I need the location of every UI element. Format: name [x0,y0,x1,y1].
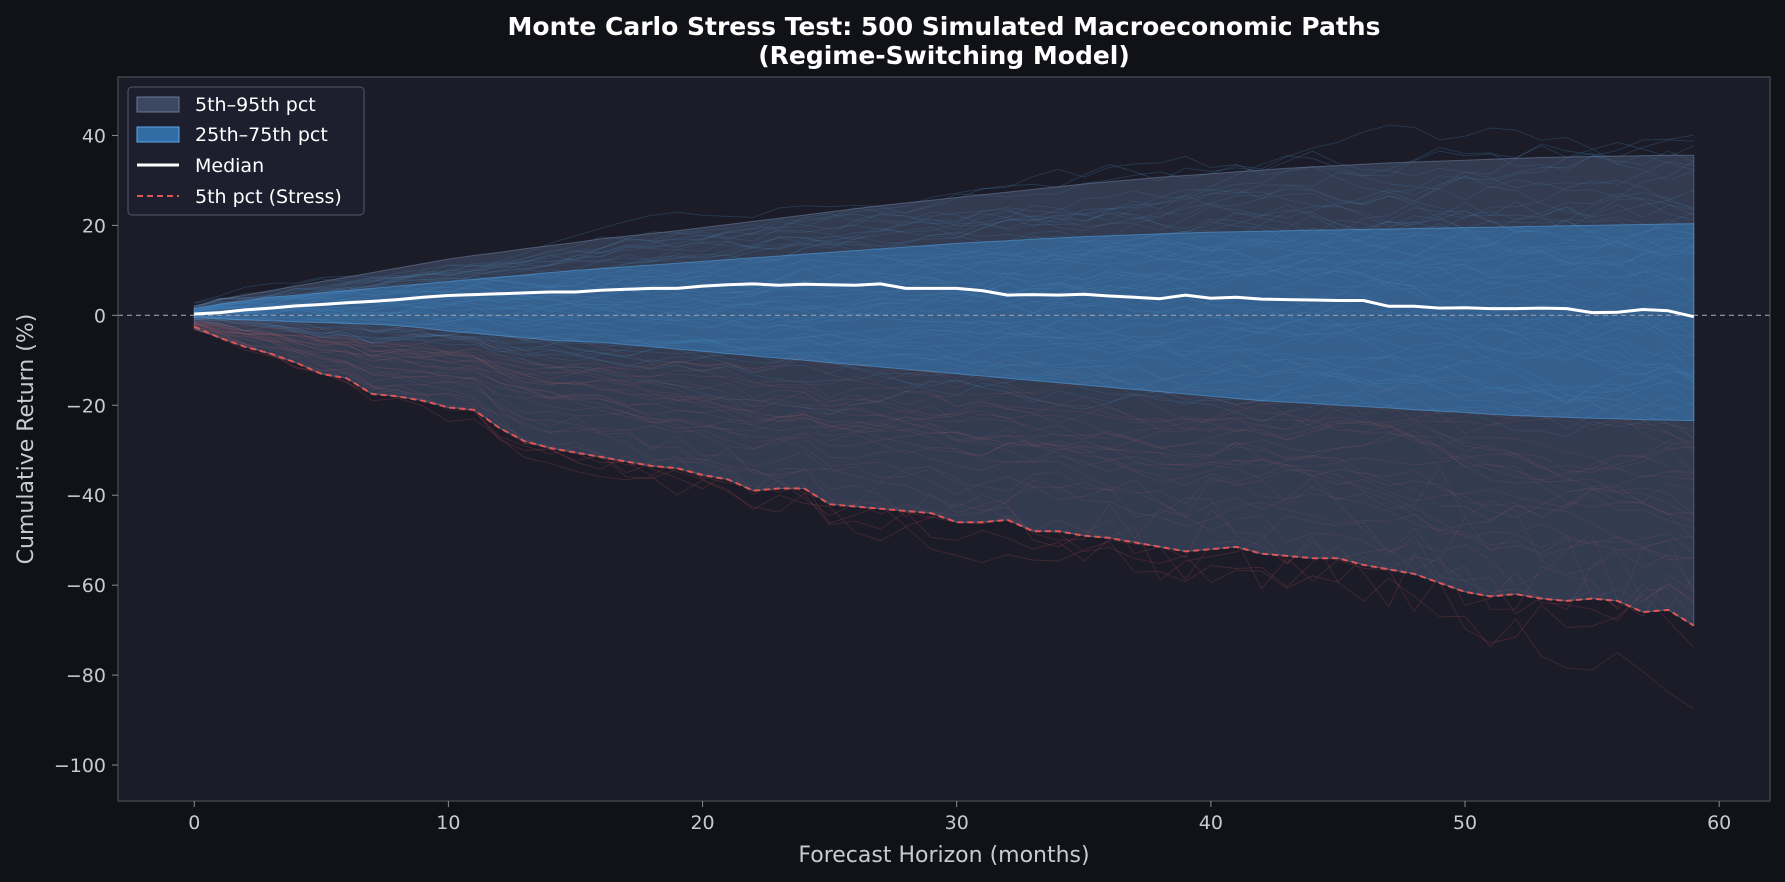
y-tick-label: −60 [66,575,106,597]
y-tick-label: 0 [94,305,106,327]
legend-label-stress: 5th pct (Stress) [195,186,342,208]
legend-label-outer-band: 5th–95th pct [195,94,316,116]
legend-label-median: Median [195,155,264,177]
y-tick-label: 40 [82,125,106,147]
x-tick-label: 30 [945,812,969,834]
x-tick-label: 0 [188,812,200,834]
legend-box [127,86,365,216]
band-25th-75th [193,223,1695,422]
x-axis-label: Forecast Horizon (months) [798,843,1089,868]
legend-label-inner-band: 25th–75th pct [195,124,328,146]
chart-title: Monte Carlo Stress Test: 500 Simulated M… [508,12,1381,41]
x-tick-label: 60 [1707,812,1731,834]
x-tick-label: 20 [690,812,714,834]
legend: 5th–95th pct 25th–75th pct Median 5th pc… [127,86,365,216]
stress-line [193,325,1695,627]
x-tick-label: 40 [1199,812,1223,834]
legend-swatch-inner-band [136,126,180,143]
x-tick-label: 50 [1453,812,1477,834]
chart-subtitle: (Regime-Switching Model) [758,41,1130,70]
y-tick-label: −100 [54,755,106,777]
summary-lines [193,282,1695,627]
plot-frame [117,76,1771,802]
x-tick-label: 10 [436,812,460,834]
percentile-bands [193,154,1695,627]
y-tick-label: −80 [66,665,106,687]
axis-ticks: 0 10 20 30 40 50 60 40 20 0 −20 −40 −60 −80 −100 [54,125,1731,834]
median-line [194,282,1695,319]
y-tick-label: −40 [66,485,106,507]
legend-swatch-outer-band [136,96,180,113]
y-axis-label: Cumulative Return (%) [14,314,39,565]
y-tick-label: −20 [66,395,106,417]
y-tick-label: 20 [82,215,106,237]
